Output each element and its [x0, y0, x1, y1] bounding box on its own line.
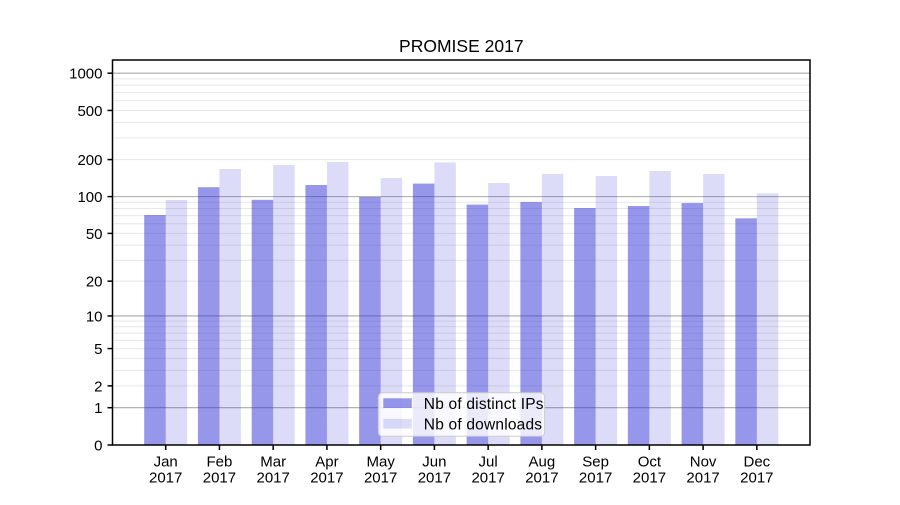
- svg-text:0: 0: [94, 437, 102, 454]
- svg-text:2017: 2017: [203, 470, 236, 487]
- svg-text:Dec: Dec: [743, 453, 770, 470]
- svg-text:2017: 2017: [418, 470, 451, 487]
- svg-text:Apr: Apr: [315, 453, 338, 470]
- svg-text:Oct: Oct: [638, 453, 662, 470]
- svg-text:Nb of distinct IPs: Nb of distinct IPs: [424, 396, 544, 413]
- svg-text:2017: 2017: [471, 470, 504, 487]
- svg-text:Sep: Sep: [582, 453, 609, 470]
- svg-text:50: 50: [86, 226, 103, 243]
- svg-text:200: 200: [77, 152, 102, 169]
- svg-text:2017: 2017: [149, 470, 182, 487]
- svg-text:Aug: Aug: [529, 453, 556, 470]
- svg-text:20: 20: [86, 274, 103, 291]
- svg-text:May: May: [366, 453, 395, 470]
- svg-text:100: 100: [77, 189, 102, 206]
- svg-text:2017: 2017: [256, 470, 289, 487]
- svg-text:PROMISE 2017: PROMISE 2017: [399, 36, 524, 56]
- svg-text:2: 2: [94, 378, 102, 395]
- svg-text:Jun: Jun: [422, 453, 446, 470]
- svg-text:1000: 1000: [69, 66, 102, 83]
- svg-text:2017: 2017: [686, 470, 719, 487]
- svg-text:2017: 2017: [310, 470, 343, 487]
- svg-text:500: 500: [77, 103, 102, 120]
- svg-text:2017: 2017: [579, 470, 612, 487]
- svg-text:10: 10: [86, 308, 103, 325]
- svg-text:2017: 2017: [364, 470, 397, 487]
- svg-text:5: 5: [94, 341, 102, 358]
- svg-text:2017: 2017: [633, 470, 666, 487]
- svg-text:Mar: Mar: [260, 453, 286, 470]
- svg-text:Nb of downloads: Nb of downloads: [424, 417, 543, 434]
- svg-text:1: 1: [94, 400, 102, 417]
- svg-text:Jan: Jan: [154, 453, 178, 470]
- svg-text:Nov: Nov: [690, 453, 717, 470]
- svg-text:Feb: Feb: [207, 453, 233, 470]
- svg-text:2017: 2017: [740, 470, 773, 487]
- svg-text:Jul: Jul: [479, 453, 498, 470]
- svg-text:2017: 2017: [525, 470, 558, 487]
